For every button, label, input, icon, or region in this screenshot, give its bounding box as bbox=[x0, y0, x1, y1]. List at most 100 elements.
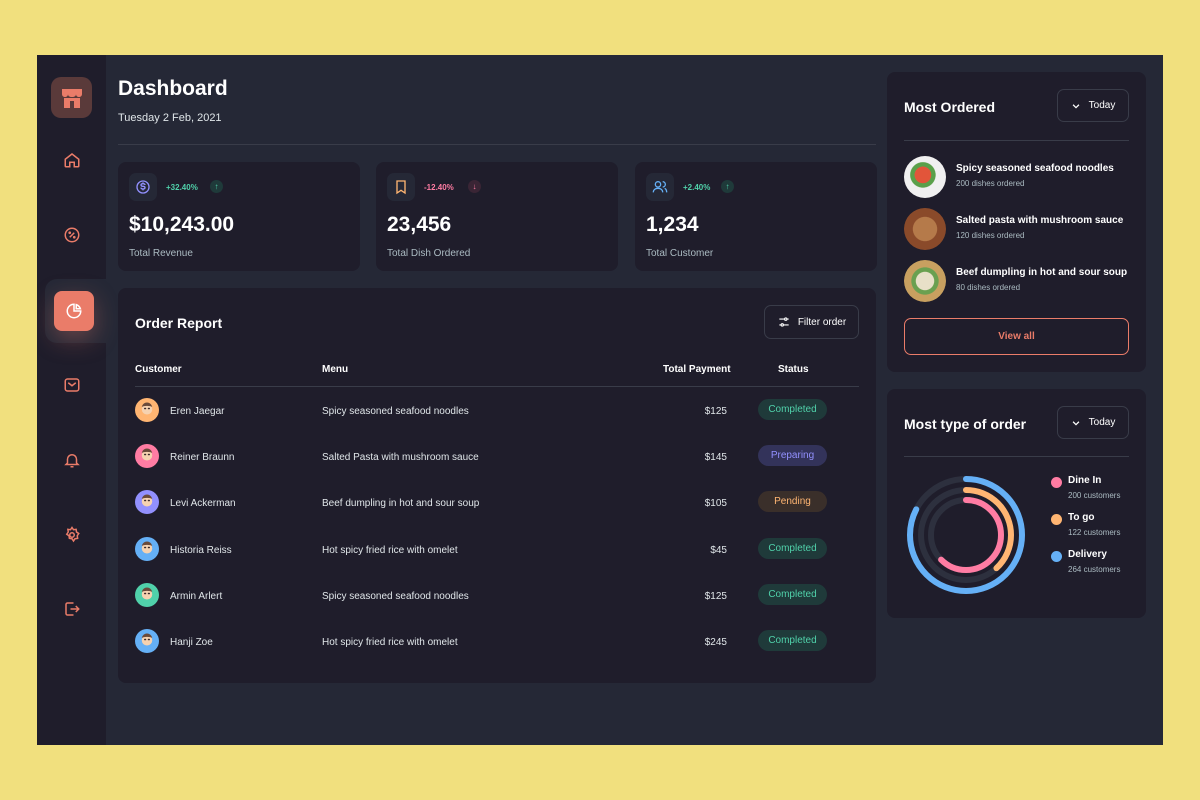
filter-order-button[interactable]: Filter order bbox=[764, 305, 859, 339]
table-row[interactable]: Eren Jaegar Spicy seasoned seafood noodle… bbox=[118, 398, 876, 428]
order-report-title: Order Report bbox=[135, 315, 223, 331]
view-all-button[interactable]: View all bbox=[904, 318, 1129, 355]
legend-count: 122 customers bbox=[1068, 528, 1121, 537]
status-badge: Completed bbox=[758, 399, 827, 420]
sidebar-item-logout[interactable] bbox=[53, 590, 91, 628]
stat-label: Total Revenue bbox=[129, 248, 193, 259]
chevron-down-icon bbox=[1072, 103, 1080, 109]
food-image bbox=[904, 260, 946, 302]
page-date: Tuesday 2 Feb, 2021 bbox=[118, 112, 222, 124]
mail-icon bbox=[64, 378, 80, 392]
order-type-filter-label: Today bbox=[1088, 417, 1116, 428]
total-payment: $105 bbox=[704, 498, 727, 509]
stat-card-customers: +2.40% ↑ 1,234 Total Customer bbox=[635, 162, 877, 271]
most-ordered-item[interactable]: Salted pasta with mushroom sauce 120 dis… bbox=[904, 208, 1134, 250]
menu-item: Beef dumpling in hot and sour soup bbox=[322, 498, 480, 509]
stat-card-revenue: +32.40% ↑ $10,243.00 Total Revenue bbox=[118, 162, 360, 271]
avatar bbox=[135, 444, 159, 468]
filter-order-label: Filter order bbox=[797, 316, 847, 328]
menu-item: Hot spicy fried rice with omelet bbox=[322, 637, 458, 648]
avatar bbox=[135, 629, 159, 653]
arrow-up-icon: ↑ bbox=[210, 180, 223, 193]
order-report-card: Order Report Filter order Customer Menu … bbox=[118, 288, 876, 683]
legend-count: 264 customers bbox=[1068, 565, 1121, 574]
dish-count: 80 dishes ordered bbox=[956, 283, 1021, 292]
total-payment: $125 bbox=[704, 406, 727, 417]
bell-icon bbox=[64, 454, 80, 468]
logout-icon bbox=[65, 602, 80, 616]
stat-value: 23,456 bbox=[387, 213, 452, 236]
food-image bbox=[904, 156, 946, 198]
legend-dot bbox=[1051, 477, 1062, 488]
table-divider bbox=[135, 386, 859, 387]
sidebar-item-discount[interactable] bbox=[53, 216, 91, 254]
legend-label: Dine In bbox=[1068, 475, 1102, 486]
legend-count: 200 customers bbox=[1068, 491, 1121, 500]
legend-item-to-go: To go 122 customers bbox=[1051, 512, 1146, 542]
pie-chart-icon bbox=[66, 303, 82, 319]
menu-item: Salted Pasta with mushroom sauce bbox=[322, 452, 479, 463]
panel-divider bbox=[904, 140, 1129, 141]
home-icon bbox=[64, 153, 80, 168]
column-header-menu: Menu bbox=[322, 364, 349, 375]
column-header-status: Status bbox=[778, 364, 809, 375]
column-header-payment: Total Payment bbox=[663, 364, 731, 375]
store-logo-icon[interactable] bbox=[51, 77, 92, 118]
sidebar-item-messages[interactable] bbox=[53, 366, 91, 404]
dollar-icon bbox=[136, 180, 150, 194]
menu-item: Hot spicy fried rice with omelet bbox=[322, 545, 458, 556]
table-row[interactable]: Historia Reiss Hot spicy fried rice with … bbox=[118, 537, 876, 567]
table-row[interactable]: Hanji Zoe Hot spicy fried rice with omele… bbox=[118, 629, 876, 659]
sidebar-item-dashboard[interactable] bbox=[54, 291, 94, 331]
stat-value: $10,243.00 bbox=[129, 213, 235, 236]
legend-item-delivery: Delivery 264 customers bbox=[1051, 549, 1146, 579]
app-window: Dashboard Tuesday 2 Feb, 2021 +32.40% ↑ … bbox=[37, 55, 1163, 745]
discount-icon bbox=[64, 227, 80, 243]
table-row[interactable]: Levi Ackerman Beef dumpling in hot and so… bbox=[118, 490, 876, 520]
dish-name: Spicy seasoned seafood noodles bbox=[956, 163, 1114, 174]
stat-change: +2.40% bbox=[683, 183, 711, 192]
table-row[interactable]: Reiner Braunn Salted Pasta with mushroom … bbox=[118, 444, 876, 474]
order-type-filter-dropdown[interactable]: Today bbox=[1057, 406, 1129, 439]
legend-label: Delivery bbox=[1068, 549, 1107, 560]
avatar bbox=[135, 398, 159, 422]
most-ordered-card: Most Ordered Today Spicy seasoned seafoo… bbox=[887, 72, 1146, 372]
total-payment: $245 bbox=[704, 637, 727, 648]
header-divider bbox=[118, 144, 876, 145]
sidebar-item-settings[interactable] bbox=[53, 516, 91, 554]
status-badge: Completed bbox=[758, 538, 827, 559]
total-payment: $145 bbox=[704, 452, 727, 463]
total-payment: $45 bbox=[710, 545, 727, 556]
chart-arc-dine-in bbox=[928, 497, 1004, 573]
most-ordered-filter-dropdown[interactable]: Today bbox=[1057, 89, 1129, 122]
sidebar-item-home[interactable] bbox=[53, 141, 91, 179]
table-row[interactable]: Armin Arlert Spicy seasoned seafood noodl… bbox=[118, 583, 876, 613]
most-ordered-item[interactable]: Spicy seasoned seafood noodles 200 dishe… bbox=[904, 156, 1134, 198]
legend-dot bbox=[1051, 514, 1062, 525]
stat-card-dishes: -12.40% ↓ 23,456 Total Dish Ordered bbox=[376, 162, 618, 271]
column-header-customer: Customer bbox=[135, 364, 182, 375]
sidebar-item-notifications[interactable] bbox=[53, 441, 91, 479]
panel-divider bbox=[904, 456, 1129, 457]
filter-icon bbox=[779, 317, 789, 327]
most-ordered-filter-label: Today bbox=[1088, 100, 1116, 111]
menu-item: Spicy seasoned seafood noodles bbox=[322, 591, 469, 602]
menu-item: Spicy seasoned seafood noodles bbox=[322, 406, 469, 417]
customer-name: Levi Ackerman bbox=[170, 498, 236, 509]
dish-count: 120 dishes ordered bbox=[956, 231, 1025, 240]
dish-name: Salted pasta with mushroom sauce bbox=[956, 215, 1124, 226]
stat-value: 1,234 bbox=[646, 213, 699, 236]
legend-dot bbox=[1051, 551, 1062, 562]
most-ordered-item[interactable]: Beef dumpling in hot and sour soup 80 di… bbox=[904, 260, 1134, 302]
legend-item-dine-in: Dine In 200 customers bbox=[1051, 475, 1146, 505]
avatar bbox=[135, 490, 159, 514]
stat-label: Total Customer bbox=[646, 248, 714, 259]
stat-change: +32.40% bbox=[166, 183, 198, 192]
order-type-title: Most type of order bbox=[904, 416, 1027, 432]
status-badge: Completed bbox=[758, 584, 827, 605]
customer-name: Reiner Braunn bbox=[170, 452, 235, 463]
arrow-down-icon: ↓ bbox=[468, 180, 481, 193]
status-badge: Preparing bbox=[758, 445, 827, 466]
chevron-down-icon bbox=[1072, 420, 1080, 426]
chart-arc-to-go bbox=[918, 487, 1014, 583]
